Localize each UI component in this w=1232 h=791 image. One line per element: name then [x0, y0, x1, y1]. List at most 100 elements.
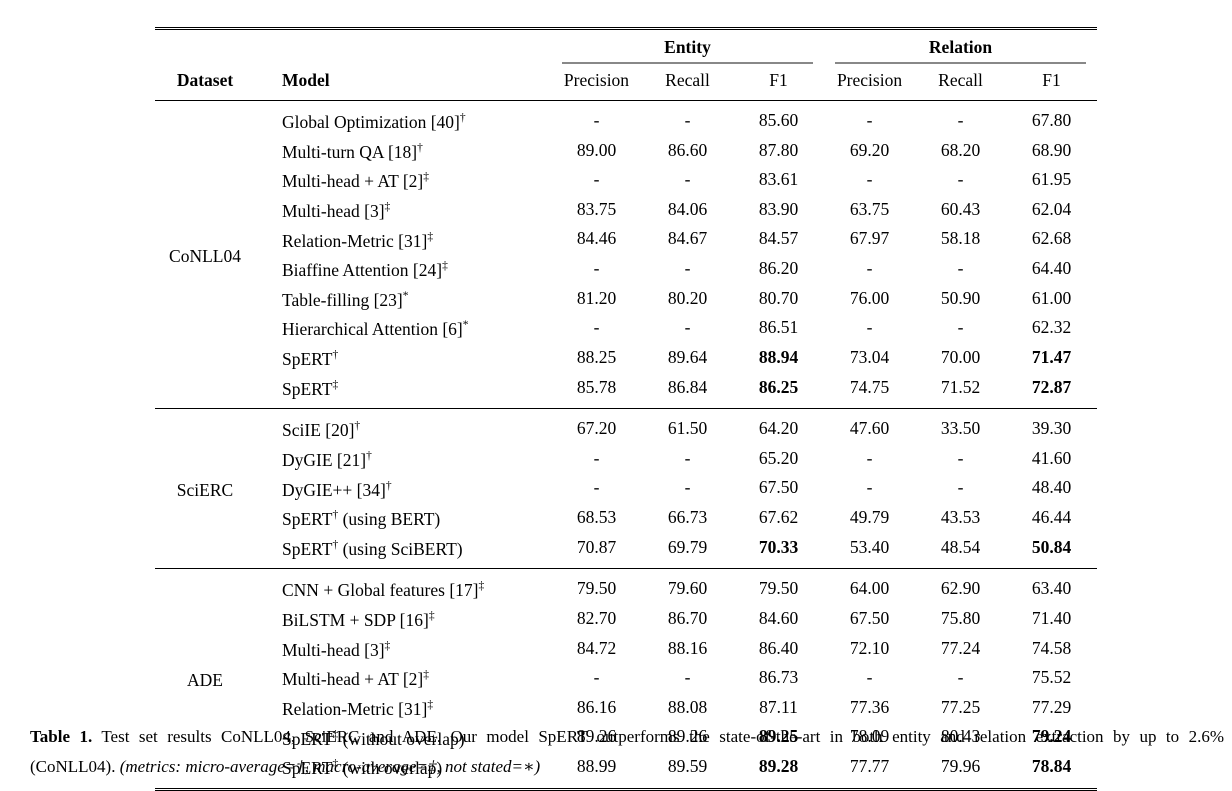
model-name: SpERT† (using BERT)	[282, 508, 441, 529]
value-cell: -	[866, 447, 873, 468]
table-row: CoNLL04 Global Optimization [40]† - - 85.60 -…	[155, 101, 1097, 266]
value-cell: 67.50	[758, 477, 799, 498]
model-column-header: Model	[282, 70, 330, 90]
value-cell: 83.90	[758, 198, 799, 219]
value-cell: -	[866, 169, 873, 190]
value-cell: -	[593, 667, 600, 688]
table-header: Entity Relation Dataset Model Precision …	[155, 29, 1097, 101]
value-cell: 63.40	[1031, 578, 1072, 599]
metric-type-marker: ‡	[423, 171, 430, 184]
value-cell: 46.44	[1031, 507, 1072, 528]
value-cell: 80.43	[940, 726, 981, 747]
metric-type-marker: †	[332, 509, 339, 522]
value-cell: 89.26	[667, 726, 708, 747]
model-name: Multi-turn QA [18]†	[282, 141, 423, 162]
value-cell: -	[593, 317, 600, 338]
table-caption: Table 1. Test set results CoNLL04, SciER…	[30, 722, 1224, 782]
value-cell: 88.99	[576, 756, 617, 777]
value-cell: 70.87	[576, 536, 617, 557]
table-row: Relation-Metric [31]‡ 84.46 84.67 84.57 67.9…	[155, 225, 1097, 255]
value-cell: 84.46	[576, 228, 617, 249]
metric-type-marker: *	[402, 289, 409, 302]
value-cell: 82.70	[576, 607, 617, 628]
value-cell: 48.54	[940, 536, 981, 557]
model-name: Multi-head + AT [2]‡	[282, 171, 430, 192]
value-cell: 77.36	[849, 696, 890, 717]
value-cell: 68.90	[1031, 139, 1072, 160]
table-row: Multi-head + AT [2]‡ - - 83.61 - - 61.95	[155, 165, 1097, 195]
value-cell: 87.80	[758, 139, 799, 160]
value-cell: -	[866, 667, 873, 688]
value-cell: -	[684, 477, 691, 498]
value-cell: 89.00	[576, 139, 617, 160]
model-name: SpERT‡ (with overlap)	[282, 757, 443, 778]
value-cell: 64.20	[758, 418, 799, 439]
value-cell: -	[866, 317, 873, 338]
model-name: BiLSTM + SDP [16]‡	[282, 609, 435, 630]
caption-label: Table 1.	[30, 727, 93, 746]
value-cell: -	[684, 667, 691, 688]
entity-group-header: Entity	[551, 29, 824, 64]
metric-type-marker: †	[385, 479, 392, 492]
model-name: Multi-head [3]‡	[282, 639, 391, 660]
value-cell: 49.79	[849, 507, 890, 528]
value-cell: 67.62	[758, 507, 799, 528]
value-cell: 89.64	[667, 346, 708, 367]
metric-type-marker: †	[417, 141, 423, 154]
table-row: SpERT‡ (with overlap) 88.99 89.59 89.28 77.7…	[155, 752, 1097, 789]
value-cell: 86.25	[758, 376, 799, 397]
value-cell: -	[593, 109, 600, 130]
value-cell: 76.00	[849, 287, 890, 308]
value-cell: 83.75	[576, 198, 617, 219]
metric-type-marker: ‡	[423, 669, 430, 682]
value-cell: 84.06	[667, 198, 708, 219]
value-cell: 50.84	[1031, 536, 1072, 557]
group-header-row: Entity Relation	[155, 29, 1097, 64]
entity-f1-header: F1	[769, 70, 788, 90]
value-cell: 84.57	[758, 228, 799, 249]
value-cell: 89.59	[667, 756, 708, 777]
value-cell: 70.33	[758, 536, 799, 557]
metric-type-marker: †	[354, 420, 361, 433]
value-cell: 89.26	[576, 726, 617, 747]
table-row: Biaffine Attention [24]‡ - - 86.20 - - 64.40	[155, 254, 1097, 284]
value-cell: 53.40	[849, 536, 890, 557]
table-row: Relation-Metric [31]‡ 86.16 88.08 87.11 77.3…	[155, 693, 1097, 723]
caption-text: Test set results CoNLL04, SciERC and ADE…	[101, 727, 1224, 746]
value-cell: 85.60	[758, 109, 799, 130]
value-cell: 77.29	[1031, 696, 1072, 717]
metric-type-marker: ‡	[427, 698, 434, 711]
relation-precision-header: Precision	[836, 70, 903, 90]
table-row: ADE CNN + Global features [17]‡ 79.50 79.60…	[155, 569, 1097, 690]
section-scierc: SciERC SciIE [20]† 67.20 61.50 64.20 47.60 33.…	[155, 408, 1098, 569]
value-cell: 62.90	[940, 578, 981, 599]
metric-type-marker: ‡	[332, 378, 339, 391]
table-row: DyGIE++ [34]† - - 67.50 - - 48.40	[155, 474, 1097, 504]
value-cell: 71.40	[1031, 607, 1072, 628]
value-cell: 84.60	[758, 607, 799, 628]
value-cell: 62.32	[1031, 317, 1072, 338]
value-cell: 86.73	[758, 667, 799, 688]
value-cell: 88.25	[576, 346, 617, 367]
value-cell: 81.20	[576, 287, 617, 308]
value-cell: 74.75	[849, 376, 890, 397]
table-row: SciERC SciIE [20]† 67.20 61.50 64.20 47.60 33.…	[155, 409, 1097, 500]
value-cell: 67.80	[1031, 109, 1072, 130]
dataset-label: CoNLL04	[169, 246, 241, 267]
value-cell: 86.51	[758, 317, 799, 338]
value-cell: 43.53	[940, 507, 981, 528]
table-row: Multi-turn QA [18]† 89.00 86.60 87.80 69.20 6…	[155, 136, 1097, 166]
value-cell: 86.70	[667, 607, 708, 628]
value-cell: 85.78	[576, 376, 617, 397]
section-conll04: CoNLL04 Global Optimization [40]† - - 85.60 -…	[155, 100, 1098, 409]
value-cell: 50.90	[940, 287, 981, 308]
entity-group-label: Entity	[562, 30, 814, 64]
value-cell: 77.25	[940, 696, 981, 717]
value-cell: -	[866, 477, 873, 498]
metric-type-marker: ‡	[442, 260, 448, 273]
metric-type-marker: †	[332, 349, 339, 361]
value-cell: 79.50	[576, 578, 617, 599]
model-name: SciIE [20]†	[282, 420, 361, 441]
value-cell: 88.94	[758, 346, 799, 367]
value-cell: 47.60	[849, 418, 890, 439]
